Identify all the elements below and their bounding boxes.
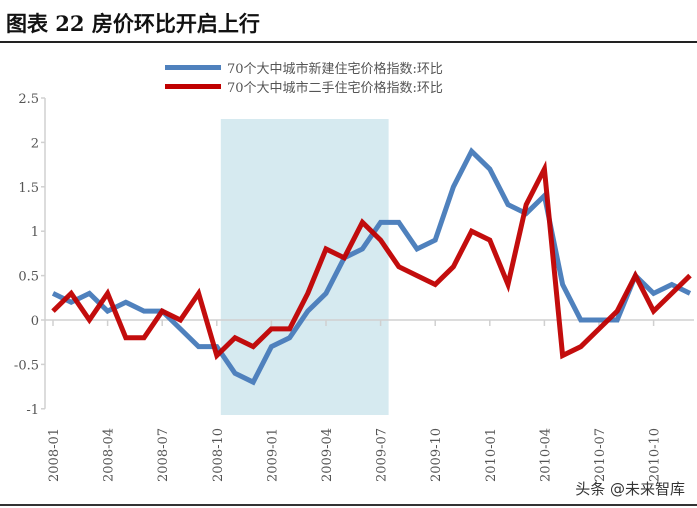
- y-tick-label: 2.5: [18, 92, 39, 107]
- y-tick-label: 1: [31, 225, 39, 240]
- legend-item-second-hand: 70个大中城市二手住宅价格指数:环比: [165, 77, 443, 96]
- legend-label: 70个大中城市二手住宅价格指数:环比: [227, 81, 443, 96]
- legend-swatch-red: [165, 84, 221, 89]
- y-tick-label: -0.5: [14, 358, 39, 373]
- y-tick-label: 0: [31, 314, 39, 329]
- legend-label: 70个大中城市新建住宅价格指数:环比: [227, 62, 443, 77]
- shaded-period: [220, 119, 389, 415]
- x-tick-label: 2008-04: [102, 428, 117, 482]
- x-tick-label: 2009-10: [429, 428, 444, 482]
- y-tick-label: -1: [26, 403, 39, 418]
- x-tick-label: 2010-07: [593, 428, 608, 482]
- x-tick-label: 2009-07: [375, 428, 390, 482]
- watermark: 头条 @未来智库: [575, 480, 685, 498]
- x-tick-label: 2009-01: [265, 428, 280, 482]
- figure-title: 图表 22 房价环比开启上行: [6, 11, 260, 36]
- x-tick-label: 2008-07: [156, 428, 171, 482]
- x-tick-label: 2010-01: [484, 428, 499, 482]
- series-line-new-homes: [51, 147, 692, 386]
- y-tick-label: 1.5: [18, 181, 39, 196]
- x-tick-label: 2008-01: [47, 428, 62, 482]
- x-tick-label: 2010-10: [648, 428, 663, 482]
- y-tick-label: 2: [31, 136, 39, 151]
- bottom-divider: [0, 504, 697, 506]
- x-tick-label: 2009-04: [320, 428, 335, 482]
- legend-item-new-homes: 70个大中城市新建住宅价格指数:环比: [165, 58, 443, 77]
- x-tick-label: 2010-04: [538, 428, 553, 482]
- title-divider: [0, 41, 697, 43]
- y-tick-label: 0.5: [18, 270, 39, 285]
- legend-swatch-blue: [165, 65, 221, 70]
- series-line-second-hand: [51, 160, 692, 361]
- x-tick-label: 2008-10: [211, 428, 226, 482]
